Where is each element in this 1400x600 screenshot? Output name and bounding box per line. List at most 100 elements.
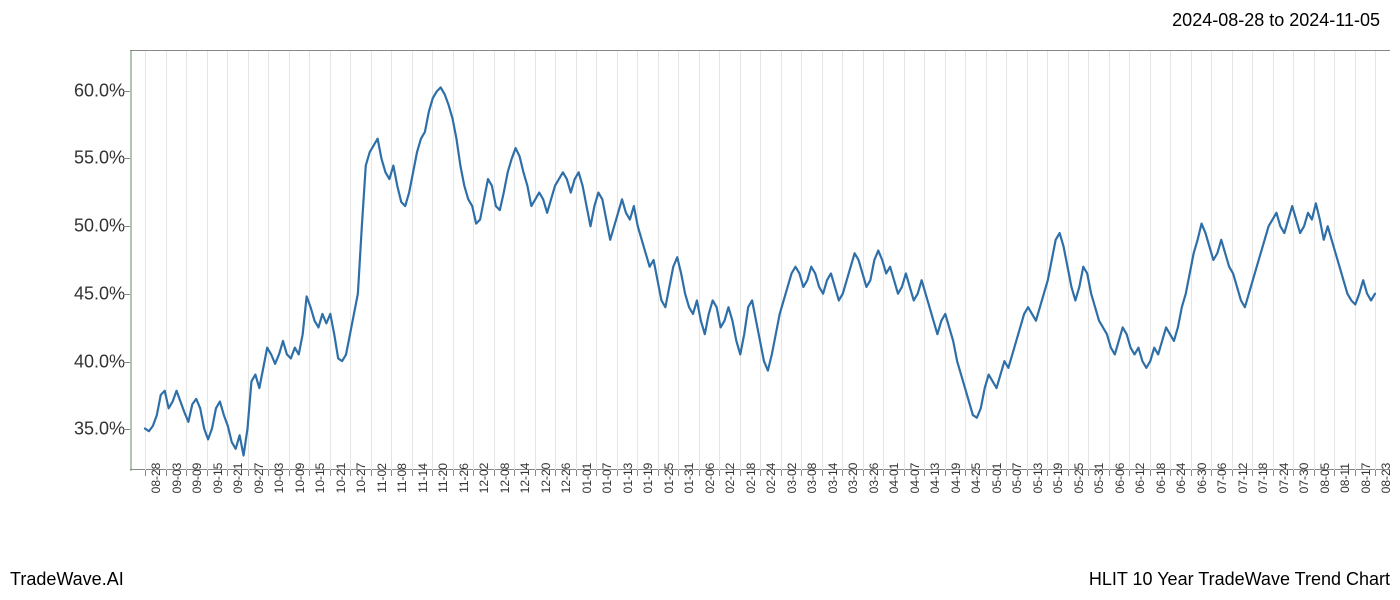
x-tick-mark xyxy=(309,470,310,476)
x-tick-label: 05-13 xyxy=(1031,463,1045,494)
x-tick-label: 10-21 xyxy=(334,463,348,494)
x-tick-label: 04-01 xyxy=(887,463,901,494)
x-tick-mark xyxy=(822,470,823,476)
x-tick-label: 09-27 xyxy=(252,463,266,494)
x-tick-mark xyxy=(1334,470,1335,476)
x-tick-label: 07-12 xyxy=(1236,463,1250,494)
x-tick-mark xyxy=(432,470,433,476)
x-tick-mark xyxy=(1068,470,1069,476)
y-tick-label: 55.0% xyxy=(45,148,125,169)
x-tick-label: 09-03 xyxy=(170,463,184,494)
x-tick-mark xyxy=(412,470,413,476)
chart-title: HLIT 10 Year TradeWave Trend Chart xyxy=(1089,569,1390,590)
x-tick-mark xyxy=(1314,470,1315,476)
y-tick-mark xyxy=(123,158,130,159)
x-tick-mark xyxy=(330,470,331,476)
x-tick-label: 08-17 xyxy=(1359,463,1373,494)
x-tick-mark xyxy=(1232,470,1233,476)
x-tick-mark xyxy=(678,470,679,476)
x-tick-mark xyxy=(555,470,556,476)
x-tick-label: 01-13 xyxy=(621,463,635,494)
x-tick-mark xyxy=(637,470,638,476)
x-tick-label: 06-12 xyxy=(1133,463,1147,494)
x-tick-label: 11-26 xyxy=(457,463,471,493)
x-tick-mark xyxy=(760,470,761,476)
x-tick-mark xyxy=(145,470,146,476)
x-tick-label: 12-08 xyxy=(498,463,512,494)
x-tick-mark xyxy=(350,470,351,476)
x-tick-mark xyxy=(617,470,618,476)
x-tick-mark xyxy=(1047,470,1048,476)
x-tick-mark xyxy=(1170,470,1171,476)
x-tick-mark xyxy=(227,470,228,476)
x-tick-label: 03-14 xyxy=(826,463,840,494)
x-tick-mark xyxy=(1109,470,1110,476)
x-tick-mark xyxy=(514,470,515,476)
x-tick-label: 10-15 xyxy=(313,463,327,494)
x-tick-mark xyxy=(740,470,741,476)
trend-line xyxy=(145,87,1375,455)
x-tick-mark xyxy=(1006,470,1007,476)
x-tick-label: 07-06 xyxy=(1215,463,1229,494)
x-tick-mark xyxy=(1375,470,1376,476)
x-tick-mark xyxy=(596,470,597,476)
x-tick-mark xyxy=(268,470,269,476)
x-tick-label: 08-11 xyxy=(1338,463,1352,493)
trend-line-chart xyxy=(130,51,1390,469)
x-tick-label: 02-24 xyxy=(764,463,778,494)
x-tick-mark xyxy=(1191,470,1192,476)
x-tick-mark xyxy=(883,470,884,476)
x-tick-label: 04-07 xyxy=(908,463,922,494)
x-tick-label: 12-26 xyxy=(559,463,573,494)
x-tick-mark xyxy=(842,470,843,476)
x-tick-mark xyxy=(494,470,495,476)
brand-label: TradeWave.AI xyxy=(10,569,124,590)
x-tick-mark xyxy=(289,470,290,476)
date-range-label: 2024-08-28 to 2024-11-05 xyxy=(1172,10,1380,31)
x-tick-label: 10-09 xyxy=(293,463,307,494)
x-tick-mark xyxy=(535,470,536,476)
x-tick-mark xyxy=(945,470,946,476)
x-tick-label: 02-06 xyxy=(703,463,717,494)
x-tick-label: 01-07 xyxy=(600,463,614,494)
x-tick-mark xyxy=(186,470,187,476)
x-tick-label: 06-18 xyxy=(1154,463,1168,494)
x-tick-label: 09-21 xyxy=(231,463,245,494)
x-tick-mark xyxy=(1211,470,1212,476)
x-tick-mark xyxy=(1252,470,1253,476)
x-tick-label: 07-18 xyxy=(1256,463,1270,494)
x-tick-label: 03-26 xyxy=(867,463,881,494)
x-tick-mark xyxy=(1129,470,1130,476)
x-tick-mark xyxy=(453,470,454,476)
x-tick-label: 11-20 xyxy=(436,463,450,493)
x-tick-mark xyxy=(904,470,905,476)
x-tick-label: 03-08 xyxy=(805,463,819,494)
x-tick-label: 10-27 xyxy=(354,463,368,494)
x-tick-label: 04-25 xyxy=(969,463,983,494)
x-tick-mark xyxy=(391,470,392,476)
y-tick-mark xyxy=(123,362,130,363)
x-tick-mark xyxy=(1027,470,1028,476)
x-tick-mark xyxy=(1293,470,1294,476)
x-tick-label: 11-08 xyxy=(395,463,409,493)
x-tick-mark xyxy=(1355,470,1356,476)
y-tick-mark xyxy=(123,294,130,295)
x-tick-mark xyxy=(166,470,167,476)
x-tick-mark xyxy=(207,470,208,476)
x-tick-label: 05-01 xyxy=(990,463,1004,494)
x-tick-mark xyxy=(781,470,782,476)
x-tick-mark xyxy=(801,470,802,476)
x-tick-mark xyxy=(473,470,474,476)
x-tick-label: 11-02 xyxy=(375,463,389,493)
x-tick-mark xyxy=(863,470,864,476)
x-tick-label: 05-19 xyxy=(1051,463,1065,494)
y-tick-label: 40.0% xyxy=(45,351,125,372)
x-tick-label: 06-06 xyxy=(1113,463,1127,494)
x-tick-label: 04-13 xyxy=(928,463,942,494)
x-tick-label: 01-01 xyxy=(580,463,594,494)
x-tick-mark xyxy=(371,470,372,476)
x-tick-label: 09-15 xyxy=(211,463,225,494)
x-tick-label: 06-24 xyxy=(1174,463,1188,494)
x-tick-mark xyxy=(1150,470,1151,476)
x-tick-mark xyxy=(924,470,925,476)
